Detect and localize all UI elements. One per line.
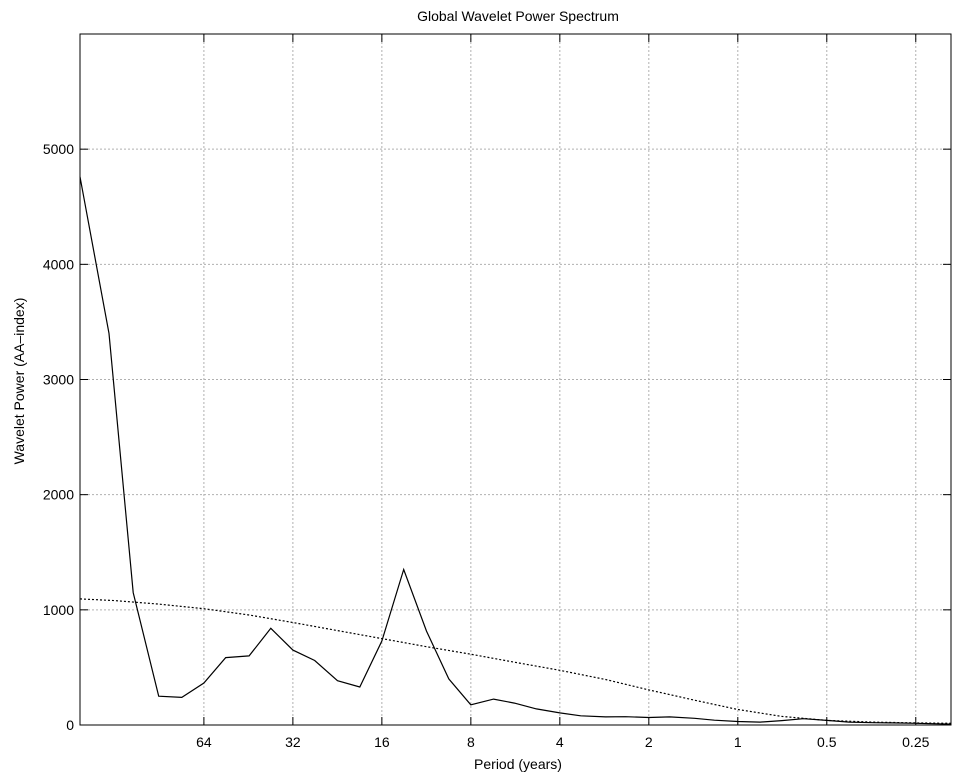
x-tick-label: 1: [734, 734, 742, 750]
power-spectrum-line: [79, 176, 952, 725]
series-layer: [79, 176, 952, 725]
significance-line: [79, 598, 952, 724]
x-tick-label: 0.5: [817, 734, 837, 750]
y-tick-label: 4000: [43, 256, 74, 272]
tick-layer: 64 32 16 8 4 2 1 0.5 0.25 0 1000 2000 3000 4000 5000: [43, 34, 951, 750]
chart-title: Global Wavelet Power Spectrum: [417, 8, 619, 24]
x-tick-label: 16: [374, 734, 390, 750]
y-tick-label: 2000: [43, 487, 74, 503]
x-tick-label: 8: [467, 734, 475, 750]
y-tick-label: 5000: [43, 141, 74, 157]
x-axis-label: Period (years): [474, 756, 562, 772]
grid-layer: [80, 34, 951, 725]
x-tick-label: 32: [285, 734, 301, 750]
x-tick-label: 0.25: [902, 734, 929, 750]
y-tick-label: 3000: [43, 372, 74, 388]
x-tick-label: 4: [556, 734, 564, 750]
x-tick-label: 64: [196, 734, 212, 750]
y-axis-label: Wavelet Power (AA–index): [11, 298, 27, 465]
y-tick-label: 0: [66, 717, 74, 733]
x-tick-label: 2: [645, 734, 653, 750]
y-tick-label: 1000: [43, 602, 74, 618]
